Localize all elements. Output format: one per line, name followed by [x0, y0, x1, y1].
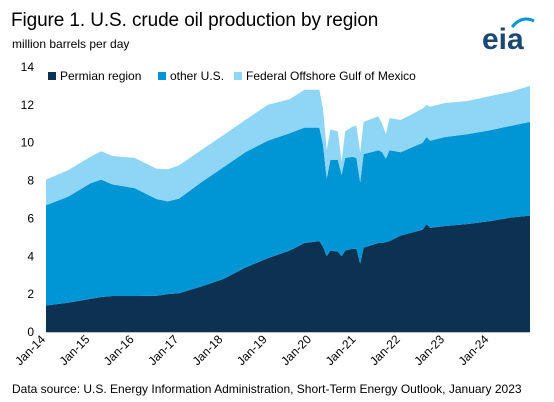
x-tick-label: Jan-23 — [411, 332, 447, 368]
chart-subtitle: million barrels per day — [12, 37, 130, 51]
area-other-us — [46, 121, 530, 306]
legend-label-gulf-of-mexico: Federal Offshore Gulf of Mexico — [246, 69, 416, 83]
y-tick-label: 10 — [21, 136, 35, 150]
y-axis: 0 2 4 6 8 10 12 14 — [21, 60, 35, 339]
x-axis: Jan-14 Jan-15 Jan-16 Jan-17 Jan-18 Jan-19 Jan-… — [12, 332, 530, 368]
area-series-group — [46, 85, 530, 332]
x-tick-label: Jan-19 — [234, 332, 270, 368]
eia-logo-arc — [510, 17, 535, 28]
legend-swatch-permian-region — [48, 72, 56, 80]
area-gulf-of-mexico — [46, 85, 530, 206]
x-tick-label: Jan-18 — [190, 332, 226, 368]
chart-title: Figure 1. U.S. crude oil production by r… — [11, 10, 379, 31]
x-tick-label: Jan-21 — [323, 332, 359, 368]
legend-label-permian-region: Permian region — [60, 69, 141, 83]
legend-swatch-gulf-of-mexico — [234, 72, 242, 80]
legend-swatch-other-us — [158, 72, 166, 80]
eia-logo-text: eia — [482, 23, 524, 53]
y-tick-label: 14 — [21, 60, 35, 74]
x-tick-label: Jan-15 — [57, 332, 93, 368]
y-tick-label: 2 — [27, 287, 34, 301]
x-tick-label: Jan-16 — [101, 332, 137, 368]
eia-logo: eia — [482, 17, 535, 53]
y-tick-label: 4 — [27, 249, 34, 263]
y-tick-label: 6 — [27, 211, 34, 225]
x-tick-label: Jan-20 — [278, 332, 314, 368]
chart-legend: Permian region other U.S. Federal Offshore… — [48, 69, 416, 83]
x-tick-label: Jan-17 — [145, 332, 181, 368]
legend-label-other-us: other U.S. — [170, 69, 224, 83]
x-tick-label: Jan-24 — [456, 332, 492, 368]
y-tick-label: 8 — [27, 174, 34, 188]
data-source-note: Data source: U.S. Energy Information Adm… — [12, 382, 522, 396]
area-permian-region — [46, 215, 530, 332]
y-tick-label: 12 — [21, 98, 35, 112]
x-tick-label: Jan-22 — [367, 332, 403, 368]
y-tick-label: 0 — [27, 325, 34, 339]
